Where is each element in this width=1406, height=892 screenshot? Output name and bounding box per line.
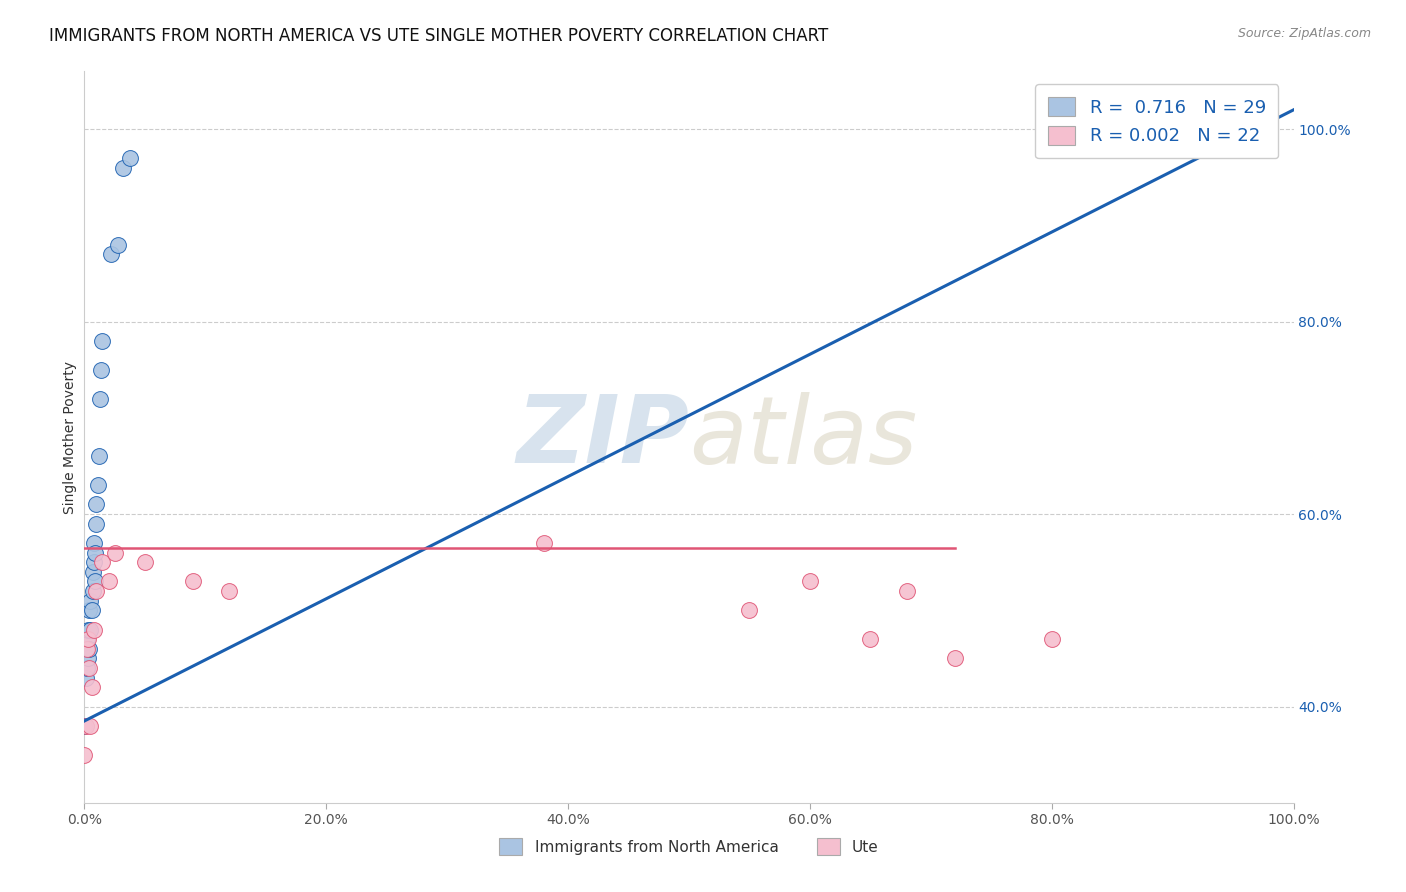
Point	[112, 161, 135, 175]
Point	[77, 661, 100, 675]
Point	[91, 334, 114, 348]
Point	[86, 584, 108, 599]
Point	[181, 574, 204, 589]
Point	[97, 574, 120, 589]
Point	[83, 555, 105, 569]
Point	[120, 151, 142, 165]
Point	[77, 603, 100, 617]
Point	[86, 498, 108, 512]
Point	[77, 632, 100, 647]
Point	[91, 555, 114, 569]
Point	[86, 478, 108, 492]
Point	[79, 593, 101, 607]
Point	[75, 641, 97, 656]
Point	[77, 641, 100, 656]
Point	[79, 719, 101, 733]
Y-axis label: Single Mother Poverty: Single Mother Poverty	[63, 360, 77, 514]
Text: Source: ZipAtlas.com: Source: ZipAtlas.com	[1237, 27, 1371, 40]
Point	[896, 584, 918, 599]
Point	[738, 603, 761, 617]
Point	[86, 516, 108, 531]
Point	[76, 661, 98, 675]
Point	[83, 536, 105, 550]
Point	[1040, 632, 1063, 647]
Point	[84, 545, 107, 559]
Point	[77, 651, 100, 665]
Point	[90, 362, 112, 376]
Point	[73, 747, 96, 762]
Point	[80, 603, 103, 617]
Point	[104, 545, 127, 559]
Point	[76, 632, 98, 647]
Legend: Immigrants from North America, Ute: Immigrants from North America, Ute	[494, 832, 884, 861]
Point	[73, 719, 96, 733]
Point	[75, 671, 97, 685]
Point	[82, 584, 104, 599]
Point	[533, 536, 555, 550]
Text: atlas: atlas	[689, 392, 917, 483]
Point	[77, 623, 100, 637]
Point	[100, 247, 122, 261]
Point	[799, 574, 821, 589]
Point	[943, 651, 966, 665]
Point	[87, 450, 110, 464]
Point	[83, 623, 105, 637]
Point	[76, 641, 98, 656]
Point	[107, 237, 129, 252]
Point	[89, 392, 111, 406]
Text: ZIP: ZIP	[516, 391, 689, 483]
Point	[79, 623, 101, 637]
Point	[859, 632, 882, 647]
Point	[80, 681, 103, 695]
Point	[75, 719, 97, 733]
Point	[134, 555, 156, 569]
Point	[84, 574, 107, 589]
Point	[82, 565, 104, 579]
Text: IMMIGRANTS FROM NORTH AMERICA VS UTE SINGLE MOTHER POVERTY CORRELATION CHART: IMMIGRANTS FROM NORTH AMERICA VS UTE SIN…	[49, 27, 828, 45]
Point	[218, 584, 240, 599]
